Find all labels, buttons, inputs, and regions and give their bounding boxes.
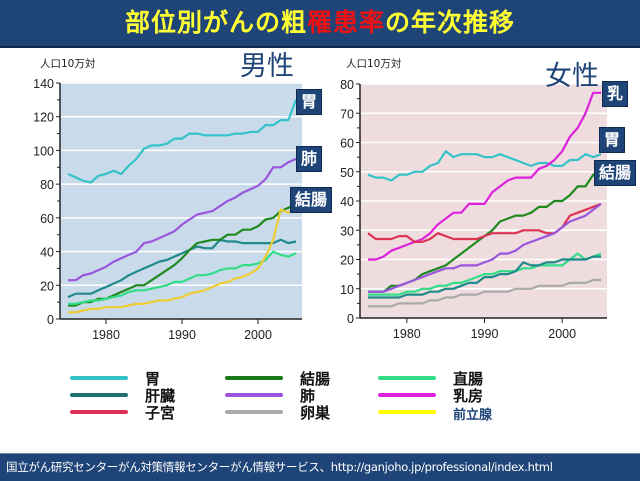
female-y-tick-label: 40: [340, 195, 354, 209]
legend-swatch: [70, 410, 128, 414]
female-x-tick-label: 1980: [393, 327, 421, 341]
source-citation: 国立がん研究センターがん対策情報センターがん情報サービス、http://ganj…: [6, 460, 553, 474]
female-tag-breast: 乳: [602, 81, 629, 107]
title-part-highlight: 罹患率: [306, 8, 385, 37]
male-y-unit-label: 人口10万対: [40, 58, 96, 70]
title-part-1: 部位別がんの粗: [124, 8, 307, 37]
female-y-tick-label: 10: [340, 283, 354, 297]
male-tag-colon: 結腸: [290, 187, 333, 213]
male-chart-title: 男性: [240, 51, 294, 82]
male-plot-area: [60, 83, 302, 319]
male-tag-stomach: 胃: [296, 89, 323, 115]
title-part-3: の年次推移: [385, 8, 516, 37]
male-y-tick-label: 120: [33, 111, 54, 125]
male-series-line: [68, 206, 297, 314]
male-y-tick-label: 100: [33, 144, 54, 158]
female-y-tick-label: 0: [347, 312, 354, 326]
legend-label: 胃: [145, 370, 161, 388]
legend-swatch: [225, 410, 283, 414]
male-y-tick-label: 80: [40, 178, 54, 192]
female-tag-colon: 結腸: [594, 160, 637, 186]
legend-swatch: [225, 393, 283, 397]
male-x-tick-label: 1980: [92, 328, 120, 342]
legend-swatch: [70, 393, 128, 397]
slide-title: 部位別がんの粗罹患率の年次推移: [0, 0, 640, 46]
male-y-tick-label: 20: [40, 279, 54, 293]
charts-canvas: 0 20 40 60 80 100 120 140 1980 1990 2000 0 10 20 30 40 5…: [33, 77, 607, 342]
male-y-tick-label: 0: [47, 313, 54, 327]
female-series-line: [367, 150, 602, 182]
female-y-tick-label: 50: [340, 166, 354, 180]
female-y-tick-label: 30: [340, 224, 354, 238]
female-y-unit-label: 人口10万対: [346, 58, 402, 70]
legend-swatch: [378, 393, 436, 397]
male-series-line: [67, 99, 298, 184]
male-x-tick-label: 1990: [168, 328, 196, 342]
female-tag-stomach: 胃: [599, 127, 626, 153]
header-bar: 部位別がんの粗罹患率の年次推移: [0, 0, 640, 48]
legend-label: 卵巣: [300, 404, 331, 422]
female-series-line: [368, 91, 601, 261]
female-y-tick-label: 60: [340, 137, 354, 151]
legend-label: 直腸: [453, 370, 484, 388]
legend-label: 肺: [300, 387, 316, 405]
female-series-line: [368, 203, 602, 293]
female-series-line: [368, 252, 602, 296]
male-y-tick-label: 60: [40, 212, 54, 226]
male-series-line: [68, 250, 297, 305]
footer-bar: 国立がん研究センターがん対策情報センターがん情報サービス、http://ganj…: [0, 453, 640, 481]
legend-label: 乳房: [453, 387, 484, 405]
female-series-line: [368, 278, 601, 308]
male-y-tick-label: 140: [33, 77, 54, 91]
female-series-line: [368, 255, 601, 299]
male-y-tick-label: 40: [40, 246, 54, 260]
female-x-tick-label: 1990: [471, 327, 499, 341]
female-x-tick-label: 2000: [548, 327, 576, 341]
legend-label: 前立腺: [453, 408, 493, 423]
male-tag-lung: 肺: [296, 146, 323, 172]
legend-swatch: [70, 376, 128, 380]
legend-swatch: [378, 410, 436, 414]
female-y-tick-label: 20: [340, 254, 354, 268]
male-series-line: [67, 238, 297, 299]
legend-label: 結腸: [300, 370, 331, 388]
male-x-tick-label: 2000: [244, 328, 272, 342]
female-y-tick-label: 80: [340, 78, 354, 92]
male-series-line: [68, 157, 297, 282]
legend-swatch: [378, 376, 436, 380]
legend-swatch: [225, 376, 283, 380]
legend-label: 子宮: [145, 404, 176, 422]
female-y-tick-label: 70: [340, 107, 354, 121]
legend-label: 肝臓: [145, 387, 176, 405]
female-chart-title: 女性: [545, 61, 599, 92]
